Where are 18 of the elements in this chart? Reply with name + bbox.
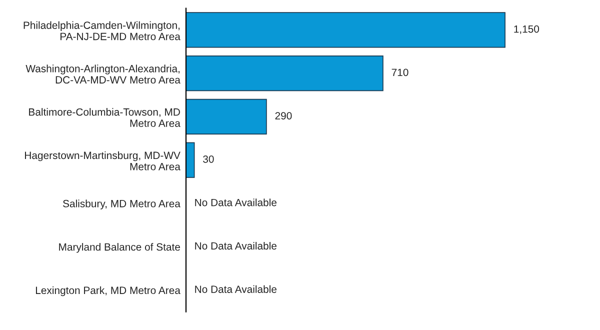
y-tick-label: Washington-Arlington-Alexandria, DC-VA-MD-WV Metro Area — [26, 64, 180, 84]
bar — [186, 12, 506, 48]
y-tick-label: Maryland Balance of State — [59, 243, 180, 253]
data-label: 1,150 — [514, 25, 540, 34]
data-label: 290 — [275, 112, 292, 120]
y-tick-label: Salisbury, MD Metro Area — [63, 200, 180, 210]
y-tick-label: Lexington Park, MD Metro Area — [36, 286, 180, 296]
text: No Data Available — [195, 198, 276, 206]
y-tick-label: Philadelphia-Camden-Wilmington, PA-NJ-DE-MD Metro Area — [24, 21, 180, 40]
y-tick-label: Baltimore-Columbia-Towson, MD Metro Area — [29, 108, 180, 127]
data-label: 710 — [392, 68, 408, 76]
y-tick-label: Hagerstown-Martinsburg, MD-WV Metro Area — [25, 151, 180, 170]
text: No Data Available — [195, 285, 276, 293]
text: No Data Available — [195, 242, 276, 250]
bar — [186, 142, 195, 178]
data-label: 30 — [203, 155, 214, 163]
bar — [186, 98, 267, 134]
bar — [186, 56, 384, 92]
